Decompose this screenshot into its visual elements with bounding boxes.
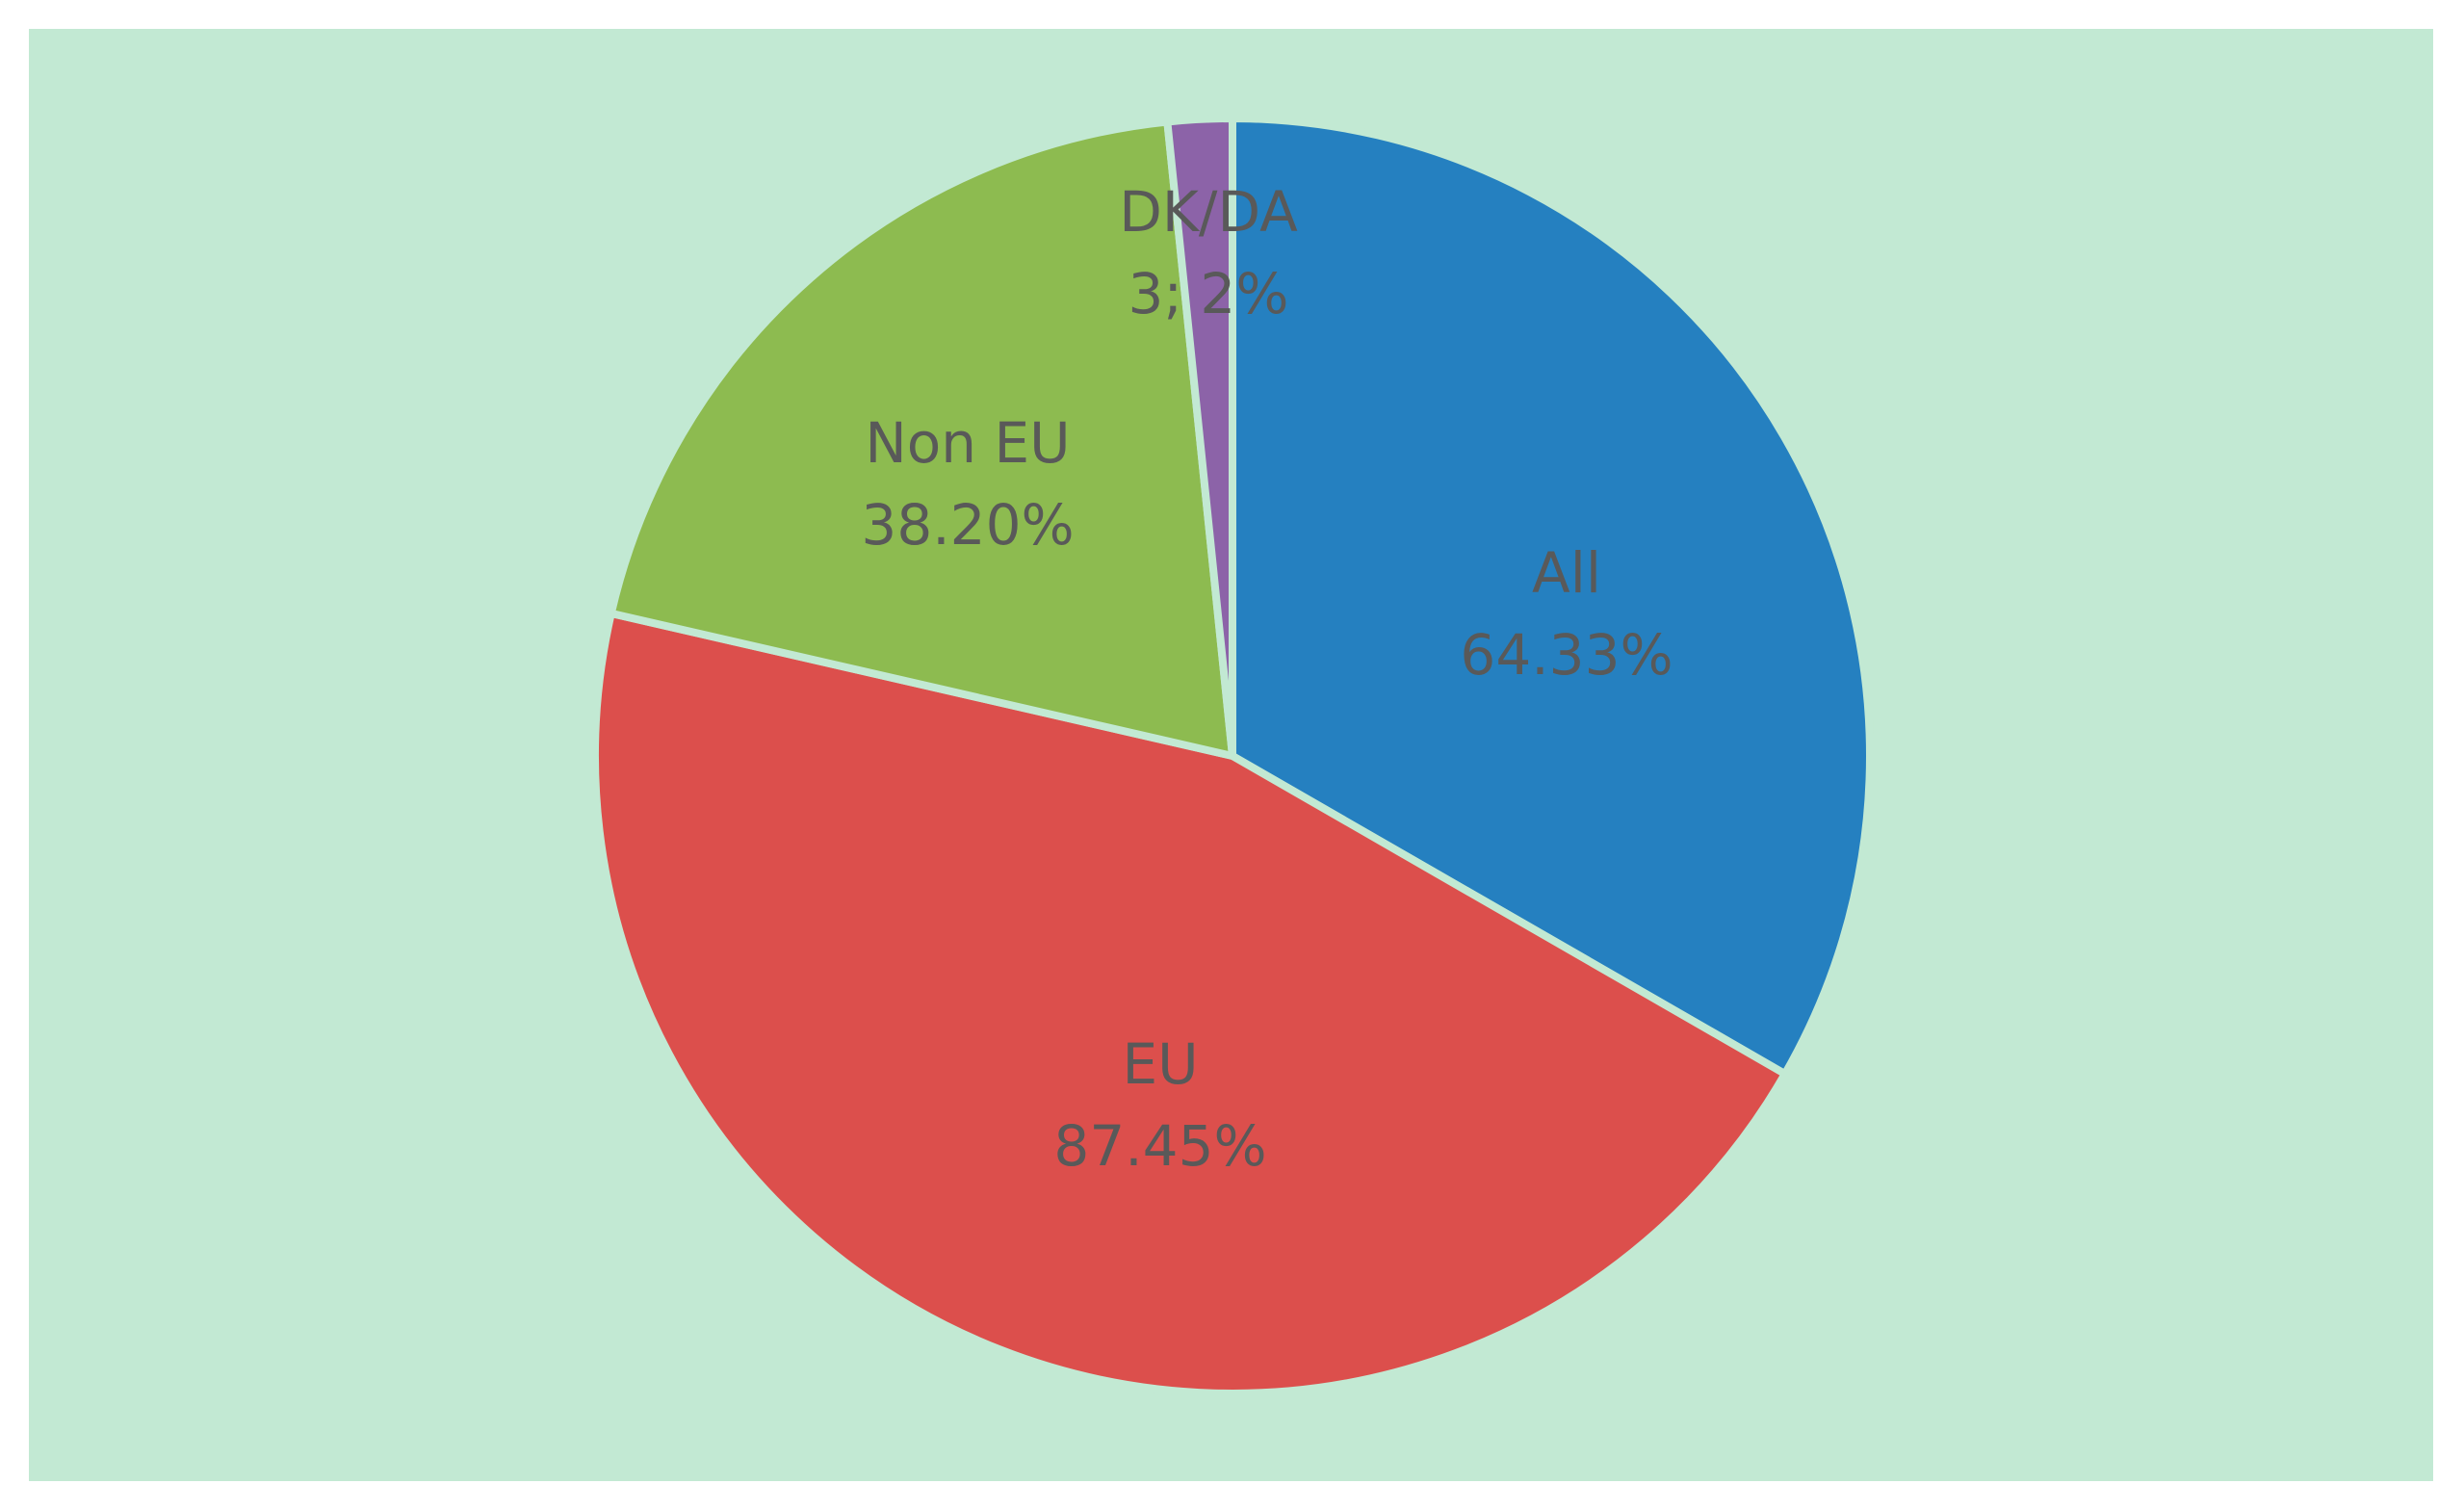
- data-label-value-non-eu: 38.20%: [861, 492, 1074, 558]
- pie-slice-non-eu: [606, 117, 1237, 762]
- chart-area: All 64.33% EU 87.45% Non EU 38.20% DK/DA 3; 2%: [29, 29, 2433, 1481]
- data-label-name-non-eu: Non EU: [865, 410, 1070, 476]
- data-label-value-eu: 87.45%: [1053, 1113, 1266, 1179]
- pie-slice-eu: [591, 609, 1791, 1397]
- pie-data-labels: All 64.33% EU 87.45% Non EU 38.20% DK/DA 3; 2%: [861, 179, 1673, 1179]
- data-label-name-dk-da: DK/DA: [1119, 179, 1298, 245]
- pie-slice-all: [1229, 114, 1874, 1080]
- data-label-value-dk-da: 3; 2%: [1128, 261, 1289, 326]
- pie-chart: All 64.33% EU 87.45% Non EU 38.20% DK/DA 3; 2%: [29, 29, 2433, 1481]
- pie-slices: [591, 114, 1874, 1397]
- pie-slice-dk-da: [1162, 114, 1236, 757]
- data-label-name-eu: EU: [1122, 1031, 1198, 1097]
- data-label-name-all: All: [1532, 540, 1601, 606]
- data-label-value-all: 64.33%: [1460, 622, 1673, 688]
